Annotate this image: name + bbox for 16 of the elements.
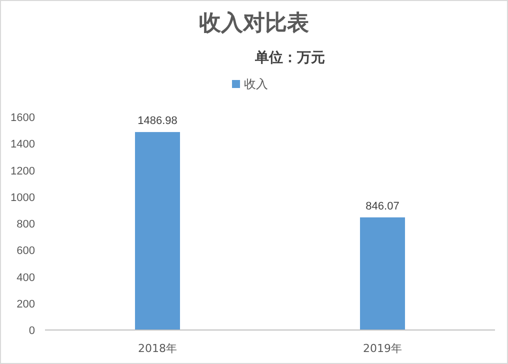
y-tick-label: 600 [16, 245, 35, 258]
y-tick-label: 1200 [10, 165, 35, 178]
y-tick-label: 200 [16, 298, 35, 310]
y-tick-label: 400 [16, 272, 35, 284]
data-label: 846.07 [366, 200, 400, 212]
legend-label: 收入 [244, 77, 268, 91]
y-tick-label: 1400 [10, 138, 35, 151]
y-tick-label: 1600 [10, 112, 35, 124]
y-tick-label: 800 [16, 218, 35, 230]
y-tick-label: 0 [28, 325, 35, 337]
chart-subtitle: 单位：万元 [254, 50, 325, 66]
data-label: 1486.98 [138, 115, 178, 128]
y-tick-label: 1000 [10, 192, 35, 204]
x-tick-label: 2018年 [138, 342, 177, 355]
chart-title: 收入对比表 [199, 11, 309, 36]
x-tick-label: 2019年 [363, 342, 402, 355]
